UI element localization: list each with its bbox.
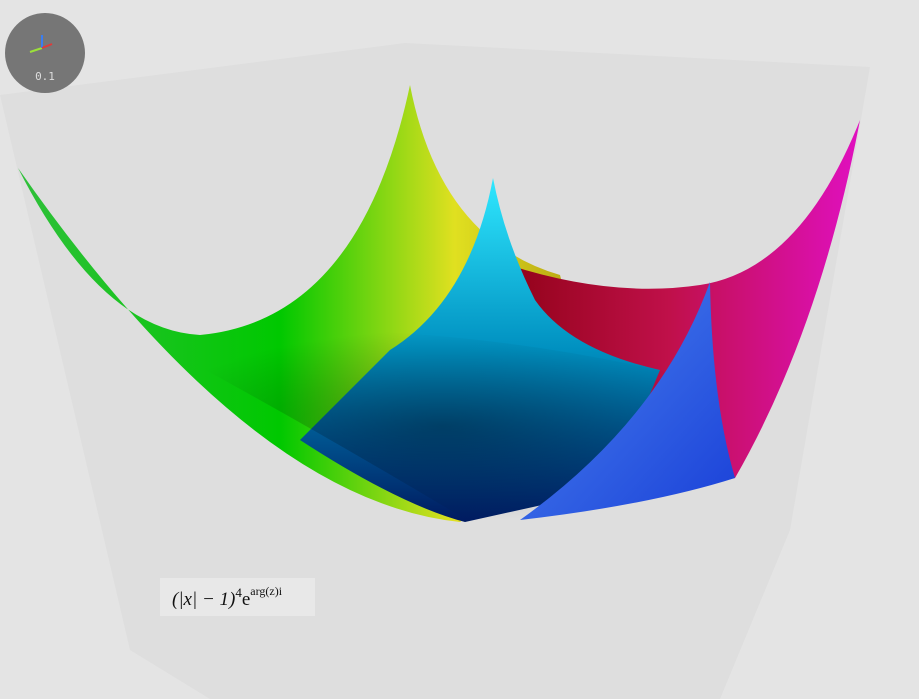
formula-box: [160, 578, 315, 616]
surface-sheet: [520, 282, 735, 520]
formula: (|x| − 1)4earg(z)i: [172, 584, 283, 610]
axis-x: [29, 47, 43, 53]
formula-power: 4: [235, 585, 242, 600]
axis-y: [41, 43, 53, 49]
formula-base: (|x| − 1): [172, 589, 235, 610]
scale-label: 0.1: [35, 70, 55, 83]
formula-exp-base: e: [242, 589, 250, 610]
orientation-widget[interactable]: [5, 13, 85, 93]
formula-exponent: arg(z)i: [250, 584, 282, 598]
